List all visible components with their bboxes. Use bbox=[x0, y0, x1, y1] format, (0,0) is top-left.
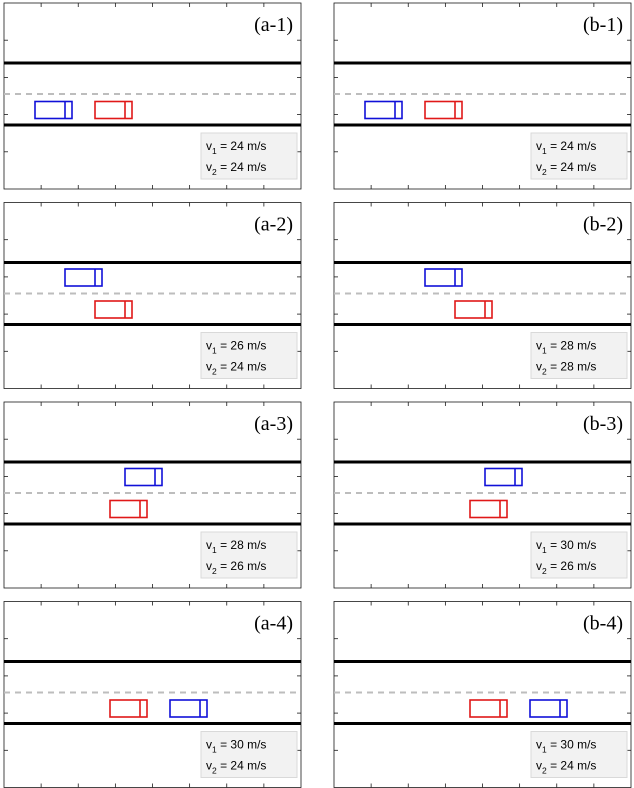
vehicle-1 bbox=[364, 100, 403, 120]
panel-label: (a-3) bbox=[254, 413, 293, 435]
vehicle-1 bbox=[424, 268, 463, 287]
vehicle-2-body bbox=[424, 100, 463, 120]
vehicle-2-body bbox=[94, 100, 133, 120]
speed-legend: v1 = 30 m/s v2 = 24 m/s bbox=[530, 731, 628, 778]
speed-v1: v1 = 28 m/s bbox=[536, 339, 596, 356]
speed-legend: v1 = 24 m/s v2 = 24 m/s bbox=[530, 132, 628, 180]
vehicle-1 bbox=[124, 467, 163, 487]
vehicle-1 bbox=[529, 699, 568, 718]
speed-legend: v1 = 30 m/s v2 = 26 m/s bbox=[530, 531, 628, 579]
legend-box bbox=[530, 531, 628, 579]
panel-label: (a-2) bbox=[254, 214, 293, 236]
vehicle-2 bbox=[94, 300, 133, 319]
speed-v2: v2 = 24 m/s bbox=[536, 759, 596, 776]
vehicle-2 bbox=[469, 699, 508, 718]
vehicle-2-body bbox=[94, 300, 133, 319]
panel-a-1: (a-1) v1 = 24 m/s v2 = 24 m/s bbox=[3, 2, 302, 190]
panel-label: (b-3) bbox=[583, 413, 623, 435]
speed-v2: v2 = 24 m/s bbox=[206, 759, 266, 776]
panel-b-2: (b-2) v1 = 28 m/s v2 = 28 m/s bbox=[333, 202, 632, 389]
legend-box bbox=[200, 731, 298, 778]
speed-v2: v2 = 24 m/s bbox=[536, 160, 596, 177]
legend-box bbox=[530, 332, 628, 379]
panel-label: (b-4) bbox=[583, 613, 623, 635]
panel-b-4: (b-4) v1 = 30 m/s v2 = 24 m/s bbox=[333, 601, 632, 788]
speed-v2: v2 = 26 m/s bbox=[536, 559, 596, 576]
vehicle-1-body bbox=[64, 268, 103, 287]
panel-a-3: (a-3) v1 = 28 m/s v2 = 26 m/s bbox=[3, 401, 302, 589]
speed-legend: v1 = 28 m/s v2 = 28 m/s bbox=[530, 332, 628, 379]
vehicle-1-body bbox=[364, 100, 403, 120]
speed-v2: v2 = 28 m/s bbox=[536, 360, 596, 377]
speed-legend: v1 = 24 m/s v2 = 24 m/s bbox=[200, 132, 298, 180]
speed-v1: v1 = 24 m/s bbox=[536, 139, 596, 156]
panel-label: (b-1) bbox=[583, 14, 623, 36]
speed-legend: v1 = 26 m/s v2 = 24 m/s bbox=[200, 332, 298, 379]
panel-a-4: (a-4) v1 = 30 m/s v2 = 24 m/s bbox=[3, 601, 302, 788]
vehicle-2 bbox=[469, 499, 508, 519]
speed-v2: v2 = 24 m/s bbox=[206, 360, 266, 377]
speed-v1: v1 = 26 m/s bbox=[206, 339, 266, 356]
vehicle-2 bbox=[109, 499, 148, 519]
vehicle-1-body bbox=[484, 467, 523, 487]
vehicle-1 bbox=[34, 100, 73, 120]
panel-b-3: (b-3) v1 = 30 m/s v2 = 26 m/s bbox=[333, 401, 632, 589]
vehicle-1 bbox=[169, 699, 208, 718]
speed-legend: v1 = 30 m/s v2 = 24 m/s bbox=[200, 731, 298, 778]
vehicle-2-body bbox=[469, 699, 508, 718]
vehicle-2 bbox=[424, 100, 463, 120]
vehicle-1-body bbox=[169, 699, 208, 718]
vehicle-2 bbox=[454, 300, 493, 319]
panel-label: (a-4) bbox=[254, 613, 293, 635]
vehicle-1-body bbox=[424, 268, 463, 287]
speed-legend: v1 = 28 m/s v2 = 26 m/s bbox=[200, 531, 298, 579]
panel-label: (b-2) bbox=[583, 214, 623, 236]
vehicle-2 bbox=[109, 699, 148, 718]
vehicle-2-body bbox=[454, 300, 493, 319]
speed-v2: v2 = 24 m/s bbox=[206, 160, 266, 177]
vehicle-1 bbox=[484, 467, 523, 487]
legend-box bbox=[200, 531, 298, 579]
panel-b-1: (b-1) v1 = 24 m/s v2 = 24 m/s bbox=[333, 2, 632, 190]
speed-v1: v1 = 30 m/s bbox=[206, 738, 266, 755]
vehicle-1 bbox=[64, 268, 103, 287]
vehicle-1-body bbox=[124, 467, 163, 487]
speed-v2: v2 = 26 m/s bbox=[206, 559, 266, 576]
legend-box bbox=[530, 731, 628, 778]
vehicle-2 bbox=[94, 100, 133, 120]
vehicle-1-body bbox=[34, 100, 73, 120]
speed-v1: v1 = 28 m/s bbox=[206, 538, 266, 555]
legend-box bbox=[530, 132, 628, 180]
speed-v1: v1 = 30 m/s bbox=[536, 538, 596, 555]
panel-a-2: (a-2) v1 = 26 m/s v2 = 24 m/s bbox=[3, 202, 302, 389]
speed-v1: v1 = 24 m/s bbox=[206, 139, 266, 156]
vehicle-2-body bbox=[469, 499, 508, 519]
legend-box bbox=[200, 132, 298, 180]
speed-v1: v1 = 30 m/s bbox=[536, 738, 596, 755]
vehicle-2-body bbox=[109, 699, 148, 718]
vehicle-2-body bbox=[109, 499, 148, 519]
vehicle-1-body bbox=[529, 699, 568, 718]
legend-box bbox=[200, 332, 298, 379]
panel-label: (a-1) bbox=[254, 14, 293, 36]
